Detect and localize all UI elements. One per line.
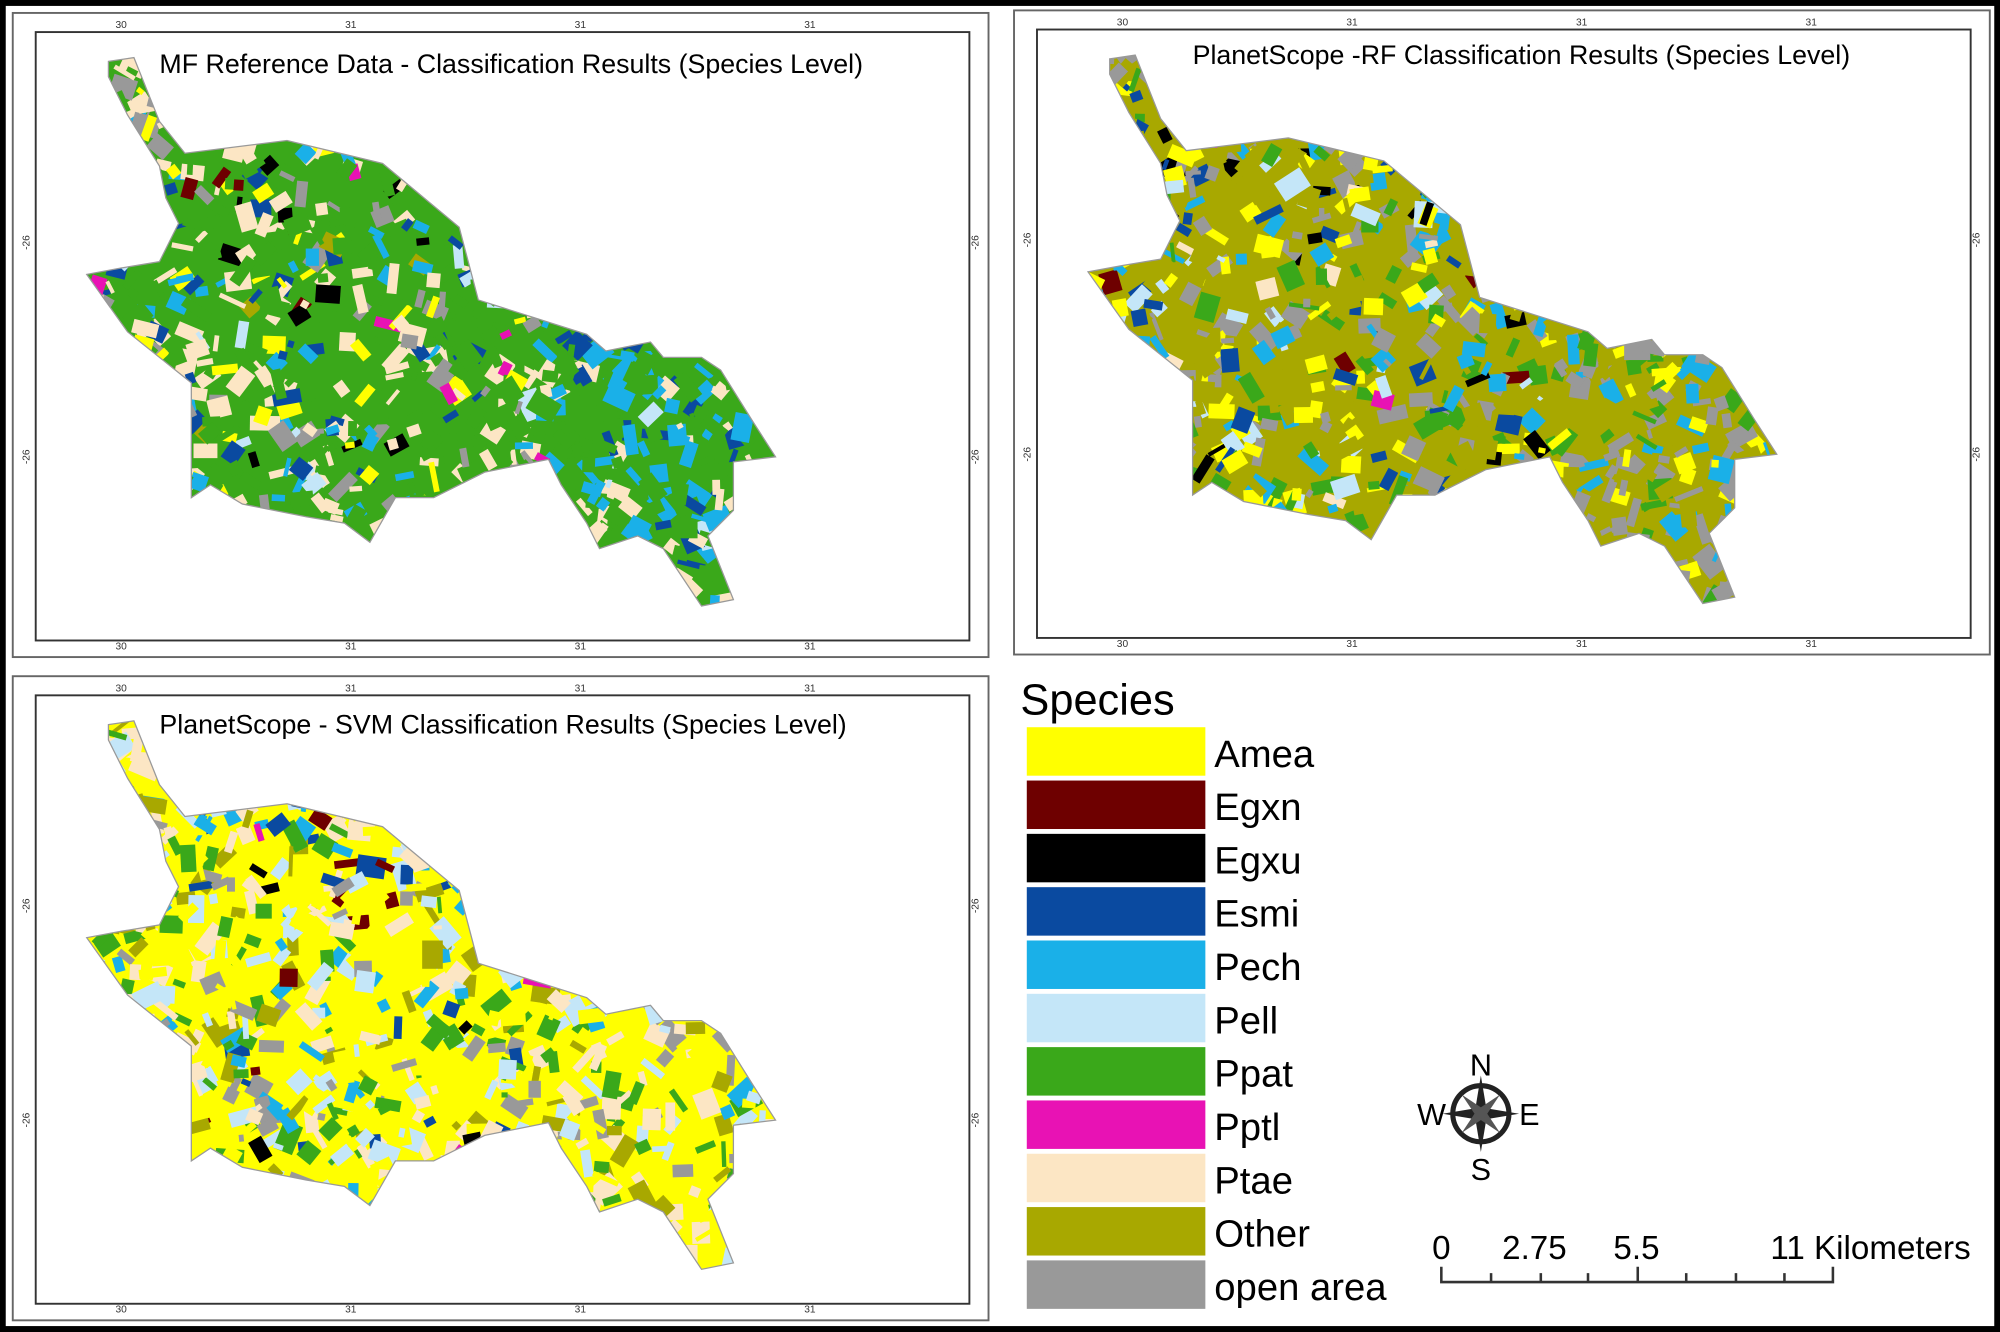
map-title: PlanetScope - SVM Classification Results…	[159, 710, 846, 740]
tick-label-top: 30	[116, 20, 128, 31]
legend-label: Esmi	[1214, 893, 1299, 936]
map-title: PlanetScope -RF Classification Results (…	[1193, 40, 1851, 70]
legend-item: Other	[1026, 1207, 1310, 1256]
compass-s: S	[1471, 1153, 1491, 1187]
legend-label: Pell	[1214, 999, 1278, 1042]
tick-label-top: 31	[345, 684, 357, 695]
legend-swatch	[1026, 1153, 1206, 1203]
map-panel: 30 30 31 31 31 31 31 31 -26 -26 -26 -26 PlanetScope …	[11, 675, 990, 1322]
tick-label-top: 31	[575, 684, 587, 695]
legend-item: Ppat	[1026, 1047, 1293, 1096]
legend-label: Pech	[1214, 946, 1301, 989]
legend-label: open area	[1214, 1266, 1387, 1309]
map-panel: 30 30 31 31 31 31 31 31 -26 -26 -26 -26 PlanetScope …	[1013, 9, 1991, 656]
tick-label-bottom: 31	[345, 641, 357, 652]
tick-label-right: -26	[970, 1112, 981, 1127]
tick-label-left: -26	[21, 1112, 32, 1127]
tick-label-right: -26	[1972, 232, 1983, 247]
legend-item: Egxn	[1026, 780, 1301, 830]
legend-swatch	[1026, 1047, 1206, 1096]
tick-label-right: -26	[1972, 447, 1983, 462]
legend-swatch	[1026, 1207, 1206, 1256]
legend-item: Pptl	[1026, 1100, 1280, 1149]
tick-label-top: 30	[116, 684, 128, 695]
legend-item: Pell	[1026, 993, 1278, 1043]
legend-item: Ptae	[1026, 1153, 1293, 1203]
legend-label: Ppat	[1214, 1053, 1293, 1096]
legend-item: Egxu	[1026, 833, 1301, 883]
tick-label-left: -26	[1023, 447, 1034, 462]
tick-label-top: 31	[804, 684, 816, 695]
tick-label-bottom: 31	[1346, 639, 1358, 650]
tick-label-bottom: 31	[1576, 639, 1588, 650]
tick-label-bottom: 30	[116, 641, 128, 652]
compass-e: E	[1519, 1098, 1539, 1132]
legend-item: Pech	[1026, 940, 1301, 989]
legend-swatch	[1026, 993, 1206, 1043]
tick-label-bottom: 30	[116, 1305, 128, 1316]
legend-label: Egxu	[1214, 839, 1301, 882]
tick-label-bottom: 30	[1117, 639, 1129, 650]
tick-label-left: -26	[21, 898, 32, 913]
legend-label: Ptae	[1214, 1159, 1293, 1202]
north-arrow: N S E W	[1417, 1048, 1539, 1187]
tick-label-bottom: 31	[345, 1305, 357, 1316]
tick-label-bottom: 31	[575, 641, 587, 652]
tick-label-top: 31	[345, 20, 357, 31]
tick-label-bottom: 31	[575, 1305, 587, 1316]
scale-bar: 0 2.75 5.5 11 Kilometers	[1432, 1230, 1971, 1284]
legend-swatch	[1026, 887, 1206, 936]
legend-title: Species	[1020, 676, 1174, 724]
tick-label-top: 31	[1346, 18, 1358, 29]
legend-label: Egxn	[1214, 786, 1301, 829]
map-title: MF Reference Data - Classification Resul…	[159, 49, 863, 79]
legend-label: Pptl	[1214, 1106, 1280, 1149]
tick-label-left: -26	[21, 449, 32, 464]
legend-item: open area	[1026, 1260, 1387, 1309]
tick-label-bottom: 31	[1806, 639, 1818, 650]
legend-swatch	[1026, 940, 1206, 989]
map-panel: 30 30 31 31 31 31 31 31 -26 -26 -26 -26 MF Reference…	[11, 11, 990, 659]
tick-label-top: 31	[575, 20, 587, 31]
legend-swatch	[1026, 1100, 1206, 1149]
legend-item: Amea	[1026, 727, 1315, 776]
legend-swatch	[1026, 1260, 1206, 1309]
tick-label-right: -26	[970, 449, 981, 464]
compass-n: N	[1470, 1048, 1492, 1082]
scale-label-0: 0	[1432, 1230, 1450, 1267]
tick-label-right: -26	[970, 235, 981, 250]
legend-item: Esmi	[1026, 887, 1299, 936]
scale-label-3: 11 Kilometers	[1770, 1230, 1970, 1267]
tick-label-top: 30	[1117, 18, 1129, 29]
tick-label-right: -26	[970, 898, 981, 913]
tick-label-left: -26	[1023, 232, 1034, 247]
legend-label: Other	[1214, 1213, 1310, 1256]
tick-label-top: 31	[1576, 18, 1588, 29]
tick-label-left: -26	[21, 235, 32, 250]
legend-label: Amea	[1214, 733, 1315, 776]
compass-w: W	[1417, 1098, 1446, 1132]
scale-label-2: 5.5	[1613, 1230, 1659, 1267]
legend-swatch	[1026, 780, 1206, 830]
legend: Species Amea Egxn Egxu Esmi Pech Pell Ppat Pptl…	[1020, 676, 1387, 1308]
tick-label-top: 31	[1806, 18, 1818, 29]
tick-label-top: 31	[804, 20, 816, 31]
tick-label-bottom: 31	[804, 641, 816, 652]
legend-swatch	[1026, 833, 1206, 883]
scale-label-1: 2.75	[1502, 1230, 1567, 1267]
legend-swatch	[1026, 727, 1206, 776]
tick-label-bottom: 31	[804, 1305, 816, 1316]
